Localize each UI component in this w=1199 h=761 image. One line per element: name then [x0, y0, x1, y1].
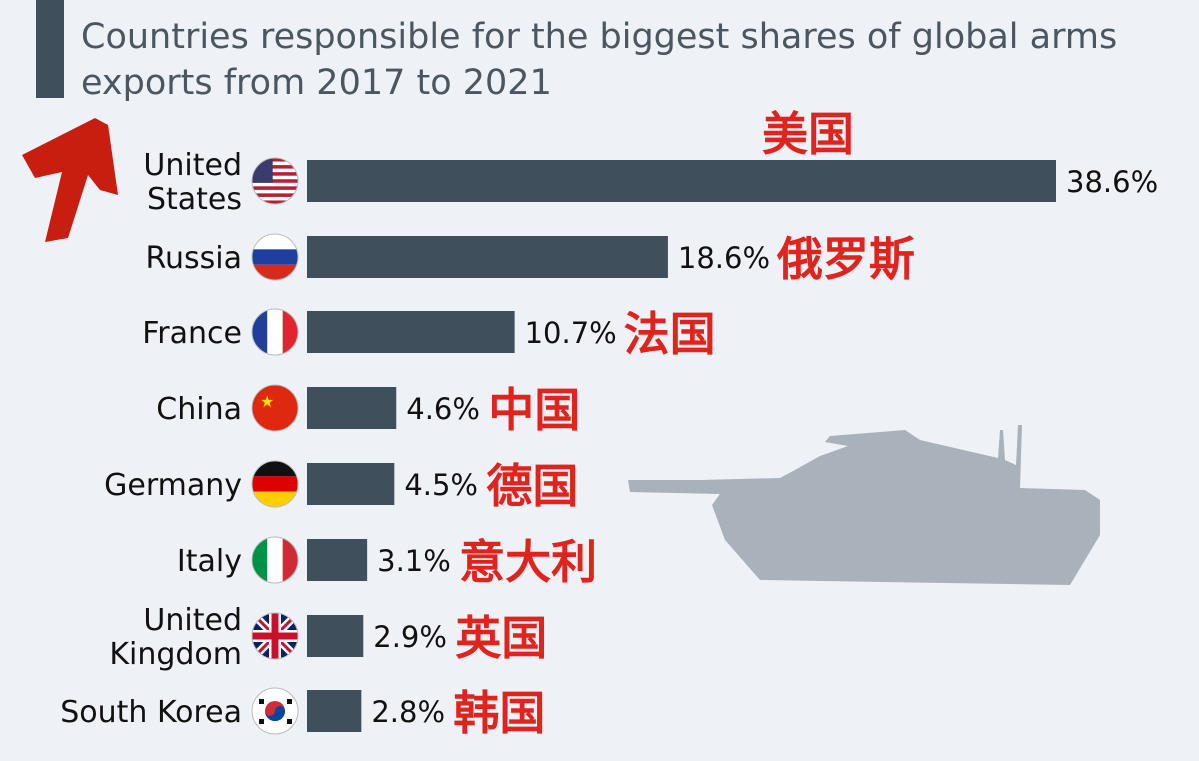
germany-flag-icon: [251, 460, 299, 508]
south-korea-flag-icon: [251, 687, 299, 735]
value-label: 3.1%: [377, 544, 451, 578]
value-label: 10.7%: [525, 316, 617, 350]
chinese-annotation: 中国: [488, 383, 580, 437]
chinese-annotation: 英国: [455, 611, 547, 665]
italy-flag-icon: [251, 536, 299, 584]
category-label: States: [147, 182, 242, 217]
category-label: France: [142, 316, 242, 351]
category-label: United: [143, 148, 242, 183]
bar: [307, 690, 362, 732]
bar: [307, 463, 395, 505]
value-label: 38.6%: [1066, 165, 1158, 199]
category-label: Kingdom: [109, 637, 242, 672]
bar: [307, 236, 668, 278]
bar: [307, 160, 1056, 202]
value-label: 18.6%: [678, 241, 770, 275]
category-label: Russia: [146, 241, 243, 276]
category-label: South Korea: [60, 695, 242, 730]
value-label: 2.9%: [373, 620, 447, 654]
us-flag-icon: [251, 157, 299, 205]
svg-text:★: ★: [260, 392, 274, 411]
chinese-annotation: 法国: [624, 307, 716, 361]
category-label: Italy: [177, 544, 242, 579]
category-label: China: [156, 392, 242, 427]
bar: [307, 539, 368, 581]
russia-flag-icon: [251, 233, 299, 281]
china-flag-icon: ★: [251, 384, 299, 432]
category-label: Germany: [104, 468, 242, 503]
chinese-annotation: 德国: [486, 459, 578, 513]
chinese-annotation: 意大利: [459, 535, 597, 589]
category-label: United: [143, 603, 242, 638]
value-label: 4.6%: [406, 392, 480, 426]
bar: [307, 311, 515, 353]
bar: [307, 615, 364, 657]
france-flag-icon: [251, 308, 299, 356]
value-label: 2.8%: [371, 695, 445, 729]
value-label: 4.5%: [404, 468, 478, 502]
uk-flag-icon: [251, 612, 299, 660]
tank-silhouette-icon: [628, 425, 1100, 585]
chinese-annotation: 美国: [762, 107, 854, 161]
chart-title: Countries responsible for the biggest sh…: [81, 17, 1118, 103]
chinese-annotation: 俄罗斯: [776, 232, 915, 286]
red-arrow-icon: [22, 118, 118, 242]
bar: [307, 387, 397, 429]
chinese-annotation: 韩国: [453, 686, 545, 740]
title-accent-bar: [36, 0, 64, 98]
